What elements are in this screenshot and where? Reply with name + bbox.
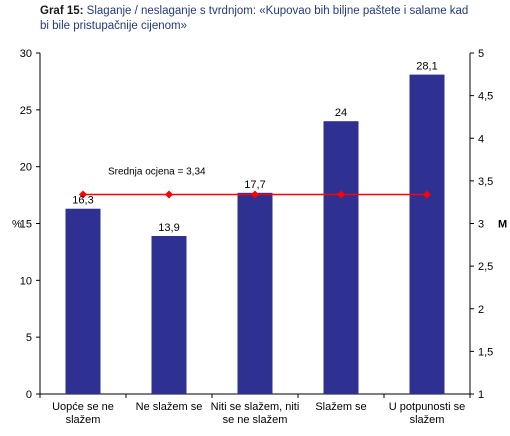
mean-marker-3 — [251, 190, 259, 199]
y2-tick-label: 2 — [478, 304, 484, 316]
x-tick-label: Slažem se — [315, 401, 366, 413]
mean-marker-2 — [165, 190, 173, 199]
mean-marker-4 — [337, 190, 345, 199]
bar-value-label-1: 16,3 — [72, 195, 93, 207]
bar-3 — [237, 192, 273, 394]
y2-tick-label: 1 — [478, 389, 484, 401]
bar-value-label-5: 28,1 — [416, 61, 437, 73]
x-tick-label: Uopće se ne — [52, 401, 114, 413]
y2-tick-label: 1,5 — [478, 346, 493, 358]
y2-tick-label: 4,5 — [478, 91, 493, 103]
bars — [65, 74, 445, 394]
mean-marker-1 — [79, 190, 87, 199]
y2-tick-label: 4 — [478, 133, 484, 145]
bar-value-label-4: 24 — [335, 107, 347, 119]
bar-5 — [409, 74, 445, 394]
chart-title: Graf 15: Slaganje / neslaganje s tvrdnjo… — [40, 4, 480, 34]
mean-marker-5 — [423, 190, 431, 199]
bar-value-label-2: 13,9 — [158, 222, 179, 234]
x-tick-label: Ne slažem se — [136, 401, 203, 413]
mean-line — [79, 190, 431, 199]
bar-2 — [151, 236, 187, 394]
y2-tick-label: 2,5 — [478, 261, 493, 273]
axes: 0 5 10 15 20 25 30 1 1,5 2 2,5 3 3,5 4 4,5 5% M — [12, 48, 507, 401]
y-tick-label: 5 — [26, 332, 32, 344]
y2-axis-label: M — [498, 219, 507, 231]
x-tick-label: slažem — [66, 414, 101, 426]
figure-caption: Slaganje / neslaganje s tvrdnjom: «Kupov… — [40, 5, 469, 32]
x-tick-label: U potpunosti se — [389, 401, 465, 413]
y2-tick-label: 5 — [478, 48, 484, 60]
bar-4 — [323, 121, 359, 394]
y-tick-label: 20 — [20, 162, 32, 174]
y2-tick-label: 3,5 — [478, 176, 493, 188]
y-tick-label: 10 — [20, 275, 32, 287]
y-axis-label: % — [12, 219, 22, 231]
y2-tick-label: 3 — [478, 219, 484, 231]
x-tick-label: slažem — [410, 414, 445, 426]
y-tick-label: 0 — [26, 389, 32, 401]
y-tick-label: 15 — [20, 219, 32, 231]
bar-1 — [65, 208, 101, 394]
mean-annotation: Srednja ocjena = 3,34 — [108, 167, 206, 178]
x-tick-label: Niti se slažem, niti — [211, 401, 300, 413]
x-tick-label: se ne slažem — [223, 414, 288, 426]
figure-label: Graf 15: — [40, 5, 84, 17]
bar-value-label-3: 17,7 — [244, 179, 265, 191]
y-tick-label: 25 — [20, 105, 32, 117]
y-tick-label: 30 — [20, 48, 32, 60]
